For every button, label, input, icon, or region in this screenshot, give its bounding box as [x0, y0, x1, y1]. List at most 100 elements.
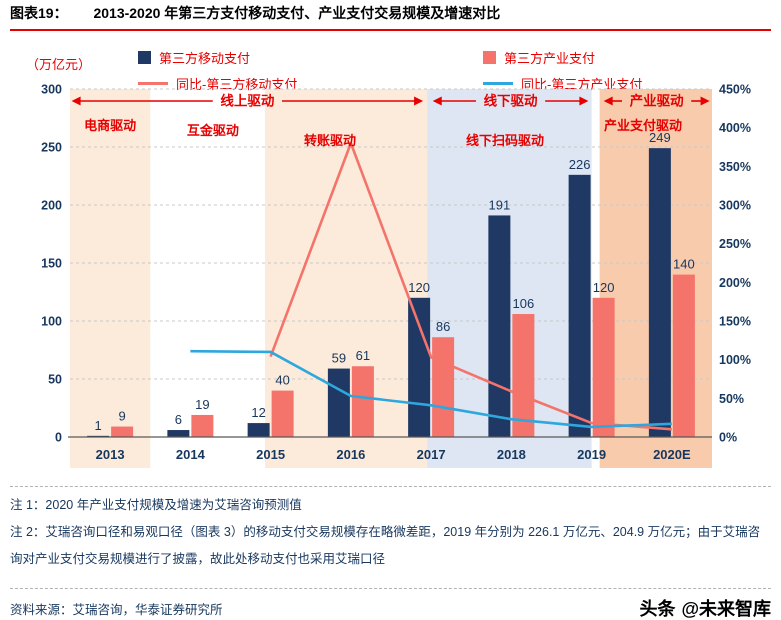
left-axis-tick: 0	[55, 431, 62, 445]
arrow-head-left-icon	[603, 96, 613, 106]
phase-label: 产业支付驱动	[604, 118, 682, 133]
bar-swatch-icon	[483, 51, 496, 64]
bar	[672, 274, 695, 437]
x-axis-category-label: 2017	[417, 447, 446, 462]
left-axis-tick: 300	[41, 83, 62, 97]
bar-value-label: 12	[251, 405, 265, 420]
right-axis-tick: 350%	[719, 160, 751, 174]
bar	[191, 414, 214, 437]
bar-value-label: 120	[593, 280, 615, 295]
x-axis-category-label: 2013	[96, 447, 125, 462]
bar	[351, 366, 374, 437]
source-row: 资料来源：艾瑞咨询，华泰证券研究所 头条 @未来智库	[10, 588, 771, 620]
bar-value-label: 9	[119, 409, 126, 424]
arrow-head-right-icon	[414, 96, 424, 106]
bar-value-label: 6	[175, 412, 182, 427]
chart-legend: 第三方移动支付 第三方产业支付 同比-第三方移动支付 同比-第三方产业支付	[138, 48, 642, 93]
note-2: 注 2：艾瑞咨询口径和易观口径（图表 3）的移动支付交易规模存在略微差距，201…	[10, 525, 761, 566]
bar	[592, 297, 615, 437]
source-text: 资料来源：艾瑞咨询，华泰证券研究所	[10, 602, 223, 617]
bar-value-label: 19	[195, 397, 209, 412]
y-axis-unit-label: （万亿元）	[26, 57, 92, 72]
right-axis-tick: 50%	[719, 392, 744, 406]
driver-arrow-label: 线上驱动	[220, 93, 274, 109]
right-axis-tick: 200%	[719, 276, 751, 290]
combo-chart-canvas: 1 6 12 59 120 191 226 249 9 19 40 61 86 106 120 140 线上驱动…	[41, 83, 751, 468]
phase-label: 互金驱动	[187, 123, 239, 138]
right-axis-tick: 400%	[719, 121, 751, 135]
left-axis-tick: 200	[41, 199, 62, 213]
bar-value-label: 106	[513, 296, 535, 311]
legend-item-mobile-payment: 第三方移动支付	[138, 48, 483, 67]
x-axis-category-label: 2015	[256, 447, 285, 462]
bar-value-label: 140	[673, 257, 695, 272]
right-axis-tick: 450%	[719, 83, 751, 97]
bar-value-label: 61	[356, 348, 370, 363]
x-axis-category-label: 2019	[577, 447, 606, 462]
bar-swatch-icon	[138, 51, 151, 64]
bar-value-label: 86	[436, 319, 450, 334]
bar	[488, 215, 511, 437]
bar	[247, 423, 270, 437]
legend-item-industry-payment: 第三方产业支付	[483, 48, 642, 67]
arrow-head-right-icon	[579, 96, 589, 106]
page-title: 2013-2020 年第三方支付移动支付、产业支付交易规模及增速对比	[93, 5, 501, 21]
bar	[568, 174, 591, 437]
line-swatch-icon	[483, 82, 513, 85]
chart-title-row: 图表19： 2013-2020 年第三方支付移动支付、产业支付交易规模及增速对比	[10, 5, 771, 31]
bar-value-label: 249	[649, 130, 671, 145]
yoy-line	[190, 349, 672, 429]
driver-arrow-label: 产业驱动	[630, 93, 684, 109]
bar-value-label: 226	[569, 157, 591, 172]
legend-label: 同比-第三方产业支付	[521, 77, 643, 92]
legend-label: 第三方移动支付	[159, 51, 251, 66]
bar-value-label: 191	[489, 197, 511, 212]
x-axis-category-label: 2014	[176, 447, 206, 462]
bar	[327, 368, 350, 437]
right-axis-tick: 150%	[719, 315, 751, 329]
legend-item-industry-yoy: 同比-第三方产业支付	[483, 74, 642, 93]
note-1: 注 1：2020 年产业支付规模及增速为艾瑞咨询预测值	[10, 498, 302, 512]
bar	[408, 297, 431, 437]
watermark: 头条 @未来智库	[639, 595, 771, 620]
arrow-head-right-icon	[700, 96, 710, 106]
phase-band	[70, 89, 151, 468]
driver-arrow-label: 线下驱动	[484, 93, 538, 109]
bar-value-label: 40	[275, 373, 289, 388]
legend-item-mobile-yoy: 同比-第三方移动支付	[138, 74, 483, 93]
left-axis-tick: 100	[41, 315, 62, 329]
toutiao-logo: 头条	[639, 599, 676, 619]
figure-number: 图表19：	[10, 5, 68, 21]
phase-label: 线下扫码驱动	[466, 133, 544, 148]
legend-label: 第三方产业支付	[504, 51, 596, 66]
legend-label: 同比-第三方移动支付	[176, 77, 298, 92]
x-axis-category-label: 2018	[497, 447, 526, 462]
bar	[648, 148, 671, 437]
bar-value-label: 120	[408, 280, 430, 295]
chart-notes: 注 1：2020 年产业支付规模及增速为艾瑞咨询预测值 注 2：艾瑞咨询口径和易…	[10, 486, 771, 573]
left-axis-tick: 150	[41, 257, 62, 271]
bar	[111, 426, 134, 437]
yoy-line	[269, 141, 672, 431]
right-axis-tick: 300%	[719, 199, 751, 213]
left-axis-tick: 250	[41, 141, 62, 155]
arrow-head-left-icon	[432, 96, 442, 106]
right-axis-tick: 0%	[719, 431, 737, 445]
bar-value-label: 59	[332, 351, 346, 366]
bar	[271, 390, 294, 437]
bar-value-label: 1	[95, 418, 102, 433]
phase-label: 电商驱动	[84, 118, 136, 133]
x-axis-category-label: 2016	[336, 447, 365, 462]
x-axis-category-label: 2020E	[653, 447, 691, 462]
right-axis-tick: 250%	[719, 237, 751, 251]
bar	[167, 430, 190, 437]
watermark-handle: @未来智库	[681, 599, 771, 619]
arrow-head-left-icon	[71, 96, 81, 106]
line-swatch-icon	[138, 82, 168, 85]
right-axis-tick: 100%	[719, 353, 751, 367]
phase-label: 转账驱动	[304, 133, 356, 148]
bar	[432, 337, 455, 437]
left-axis-tick: 50	[48, 373, 62, 387]
bar	[512, 314, 535, 437]
